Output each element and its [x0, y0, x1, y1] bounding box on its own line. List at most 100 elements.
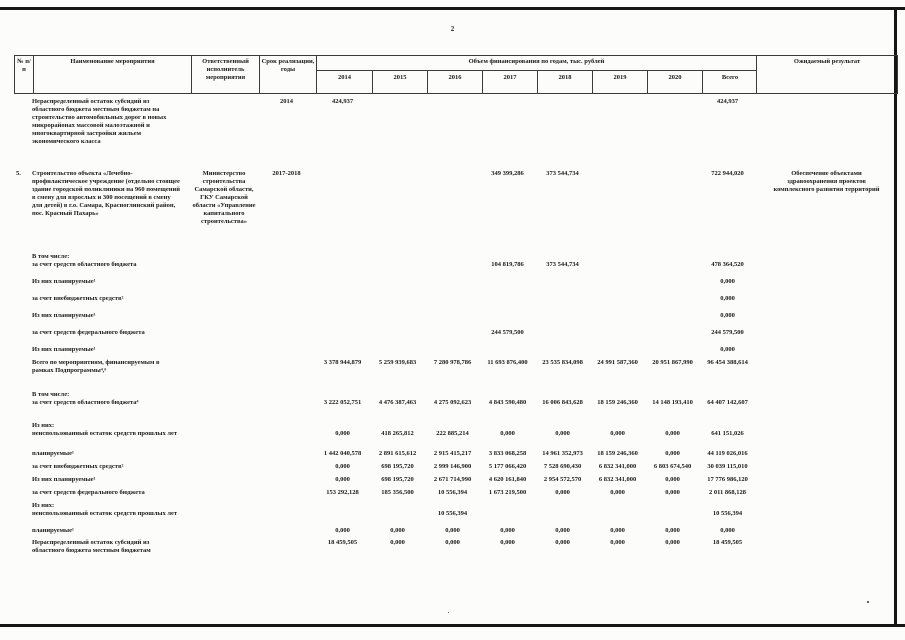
cell-year-всего: 244 579,500 — [711, 329, 744, 336]
cell-year-2016: 0,000 — [445, 539, 460, 546]
cell-measure-name: за счет внебюджетных средств² — [32, 463, 124, 470]
cell-year-2018: 373 544,734 — [546, 170, 579, 177]
cell-year-всего: 0,000 — [720, 295, 735, 302]
cell-year-2015: 2 891 615,612 — [378, 450, 417, 457]
cell-year-2019: 0,000 — [610, 430, 625, 437]
cell-year-2018: 0,000 — [555, 539, 570, 546]
header-cell-result: Ожидаемый результат — [756, 56, 897, 93]
cell-year-2019: 18 159 246,360 — [597, 399, 638, 406]
header-year-2019: 2019 — [592, 71, 647, 93]
cell-measure-name: неиспользованный остаток средств прошлых… — [32, 430, 178, 437]
cell-year-2016: 2 671 714,990 — [433, 476, 472, 483]
cell-year-2016: 7 280 978,786 — [433, 359, 472, 366]
table-row: за счет внебюджетных средств² 0,000 698 19… — [14, 463, 898, 471]
cell-year-2020: 6 803 674,540 — [653, 463, 692, 470]
cell-measure-name: Из них планируемые¹ — [32, 278, 96, 285]
cell-year-всего: 0,000 — [720, 278, 735, 285]
table-row: Из них: неиспользованный остаток средств … — [14, 422, 898, 438]
table-row: В том числе: за счет средств областного б… — [14, 253, 898, 269]
cell-year-всего: 478 364,520 — [711, 261, 744, 268]
cell-year-всего: 424,937 — [716, 98, 739, 105]
cell-year-2019: 18 159 246,360 — [597, 450, 638, 457]
cell-measure-name: неиспользованный остаток средств прошлых… — [32, 510, 178, 517]
cell-year-2015: 418 265,812 — [381, 430, 414, 437]
cell-year-всего: 18 459,505 — [712, 539, 743, 546]
header-year-2020: 2020 — [647, 71, 702, 93]
row-prefix-label: В том числе: — [32, 253, 70, 260]
header-cell-name: Наименование мероприятия — [33, 56, 191, 93]
cell-measure-name: Из них планируемые¹ — [32, 346, 96, 353]
cell-number: 5. — [16, 170, 21, 177]
cell-measure-name: Из них планируемые¹ — [32, 312, 96, 319]
cell-year-2018: 23 535 834,098 — [542, 359, 583, 366]
table-row: планируемые¹ 1 442 040,578 2 891 615,612 2 … — [14, 450, 898, 458]
row-prefix-label: Из них: — [32, 422, 55, 429]
table-row: 5. Строительство объекта «Лечебно-профила… — [14, 170, 898, 226]
cell-year-2017: 3 833 068,258 — [488, 450, 527, 457]
cell-year-2017: 11 693 876,400 — [487, 359, 528, 366]
cell-measure-name: Строительство объекта «Лечебно-профилакт… — [32, 170, 181, 217]
cell-year-2020: 0,000 — [665, 539, 680, 546]
cell-year-2020: 14 148 193,410 — [652, 399, 693, 406]
cell-measure-name: за счет средств федерального бюджета — [32, 489, 145, 496]
cell-measure-name: планируемые¹ — [32, 527, 74, 534]
cell-measure-name: Всего по мероприятиям, финансируемым в р… — [32, 359, 160, 374]
cell-year-2015: 5 259 939,683 — [378, 359, 417, 366]
scan-artifact-top — [0, 7, 905, 10]
cell-measure-name: Нераспределенный остаток субсидий из обл… — [32, 539, 151, 554]
cell-year-2014: 1 442 040,578 — [323, 450, 362, 457]
cell-year-2017: 4 620 161,840 — [488, 476, 527, 483]
cell-year-2020: 0,000 — [665, 450, 680, 457]
cell-expected-result: Обеспечение объектами здравоохранения пр… — [773, 170, 880, 193]
cell-year-2016: 2 999 146,900 — [433, 463, 472, 470]
page-number: 2 — [450, 25, 455, 33]
cell-year-2019: 0,000 — [610, 527, 625, 534]
table-row: Из них планируемые¹ 0,000 — [14, 278, 898, 286]
cell-year-2020: 20 951 867,990 — [652, 359, 693, 366]
cell-year-всего: 722 944,020 — [711, 170, 744, 177]
cell-year-всего: 2 011 868,128 — [708, 489, 747, 496]
table-row: планируемые¹ 0,000 0,000 0,000 0,000 0,000 0,0… — [14, 527, 898, 535]
table-row: за счет внебюджетных средств² 0,000 — [14, 295, 898, 303]
cell-year-2019: 0,000 — [610, 489, 625, 496]
table-row: Из них планируемые¹ 0,000 698 195,720 2 671… — [14, 476, 898, 484]
cell-year-2017: 4 843 590,480 — [488, 399, 527, 406]
table-row: В том числе: за счет средств областного б… — [14, 391, 898, 407]
cell-year-2014: 153 292,128 — [326, 489, 359, 496]
cell-year-2016: 4 275 092,623 — [433, 399, 472, 406]
cell-year-2015: 185 356,500 — [381, 489, 414, 496]
cell-year-2017: 5 177 066,420 — [488, 463, 527, 470]
cell-measure-name: за счет средств областного бюджета⁴ — [32, 399, 139, 406]
table-row: Нераспределенный остаток субсидий из обл… — [14, 539, 898, 555]
financing-year-columns: 2014 2015 2016 2017 2018 2019 2020 Всего — [317, 71, 756, 93]
cell-year-2015: 698 195,720 — [381, 476, 414, 483]
cell-year-2016: 10 556,394 — [437, 489, 468, 496]
header-cell-term: Срок реализации, годы — [259, 56, 316, 93]
table-row: за счет средств федерального бюджета 244 … — [14, 329, 898, 337]
table-row: Из них: неиспользованный остаток средств … — [14, 502, 898, 518]
cell-year-2016: 0,000 — [445, 527, 460, 534]
cell-year-2017: 0,000 — [500, 430, 515, 437]
table-row: Всего по мероприятиям, финансируемым в р… — [14, 359, 898, 375]
cell-year-2020: 0,000 — [665, 527, 680, 534]
scan-speck — [448, 612, 449, 613]
cell-year-всего: 44 119 026,016 — [707, 450, 748, 457]
cell-measure-name: Из них планируемые¹ — [32, 476, 96, 483]
cell-year-2014: 0,000 — [335, 527, 350, 534]
scan-speck — [867, 601, 869, 603]
cell-year-2020: 0,000 — [665, 430, 680, 437]
cell-year-2016: 2 915 415,217 — [433, 450, 472, 457]
table-row: за счет средств федерального бюджета 153 … — [14, 489, 898, 497]
cell-year-2017: 104 819,786 — [491, 261, 524, 268]
cell-year-всего: 0,000 — [720, 527, 735, 534]
cell-year-2018: 0,000 — [555, 430, 570, 437]
cell-year-всего: 17 776 986,120 — [707, 476, 748, 483]
header-cell-number: № п/п — [17, 58, 31, 73]
cell-year-2017: 0,000 — [500, 527, 515, 534]
header-year-2014: 2014 — [338, 74, 351, 81]
row-prefix-label: Из них: — [32, 502, 55, 509]
cell-year-2014: 0,000 — [335, 476, 350, 483]
table-body: Нераспределенный остаток субсидий из обл… — [14, 98, 898, 555]
cell-year-2014: 3 222 052,751 — [323, 399, 362, 406]
cell-year-всего: 30 039 115,010 — [707, 463, 748, 470]
